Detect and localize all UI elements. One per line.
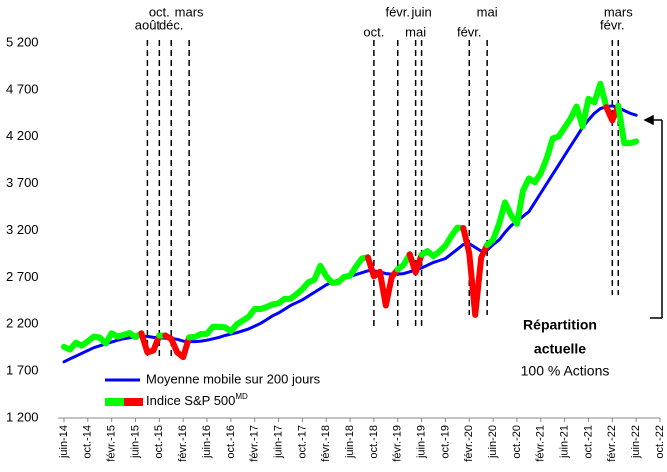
y-tick-label: 4 200 — [6, 128, 39, 143]
x-tick-label: juin-19 — [415, 425, 427, 459]
series-line — [422, 228, 464, 257]
y-tick-label: 3 700 — [6, 175, 39, 190]
legend-label-text: Indice S&P 500 — [146, 393, 235, 408]
legend-label: Indice S&P 500MD — [146, 392, 248, 408]
legend-label-superscript: MD — [235, 392, 248, 401]
x-tick-label: oct.-22 — [654, 425, 666, 459]
x-tick-label: févr.-20 — [463, 425, 475, 462]
event-label: oct. — [363, 24, 384, 39]
annotation-title: actuelle — [534, 341, 586, 357]
series-line — [487, 84, 606, 245]
bracket-arrow — [645, 116, 653, 124]
x-tick-label: juin-16 — [201, 425, 213, 459]
x-tick-label: oct.-16 — [225, 425, 237, 459]
x-tick-label: juin-18 — [344, 425, 356, 459]
event-label: févr. — [385, 4, 410, 19]
event-label: mai — [477, 4, 498, 19]
x-tick-label: oct.-21 — [582, 425, 594, 459]
x-tick-label: oct.-17 — [296, 425, 308, 459]
x-tick-label: oct.-20 — [511, 425, 523, 459]
x-tick-label: juin-21 — [559, 425, 571, 459]
x-tick-label: févr.-21 — [535, 425, 547, 462]
x-tick-label: oct.-18 — [368, 425, 380, 459]
x-tick-label: févr.-17 — [249, 425, 261, 462]
y-tick-label: 5 200 — [6, 34, 39, 49]
x-tick-label: juin-22 — [630, 425, 642, 459]
event-label: févr. — [600, 17, 625, 32]
x-tick-label: juin-14 — [58, 425, 70, 459]
series-line — [64, 333, 141, 350]
x-tick-label: févr.-18 — [320, 425, 332, 462]
event-label: mars — [604, 4, 633, 19]
allocation-bracket — [645, 116, 662, 318]
annotation-text: 100 % Actions — [521, 363, 610, 379]
y-tick-label: 2 700 — [6, 269, 39, 284]
x-tick-label: oct.-19 — [439, 425, 451, 459]
x-tick-label: oct.-15 — [153, 425, 165, 459]
event-label: mai — [405, 24, 426, 39]
y-tick-label: 2 200 — [6, 316, 39, 331]
series-line — [463, 228, 487, 315]
x-tick-label: févr.-16 — [177, 425, 189, 462]
x-tick-label: févr.-19 — [392, 425, 404, 462]
event-label: mars — [175, 4, 204, 19]
x-tick-label: juin-20 — [487, 425, 499, 459]
x-tick-label: juin-15 — [129, 425, 141, 459]
x-tick-label: févr.-22 — [606, 425, 618, 462]
y-tick-label: 4 700 — [6, 81, 39, 96]
event-label: juin — [410, 4, 431, 19]
annotation-title: Répartition — [523, 317, 597, 333]
series-line — [368, 257, 398, 305]
legend-label: Moyenne mobile sur 200 jours — [146, 371, 321, 386]
series-line — [189, 257, 368, 337]
y-tick-label: 1 700 — [6, 363, 39, 378]
event-label: août — [135, 17, 161, 32]
event-label: févr. — [457, 24, 482, 39]
x-tick-label: oct.-14 — [82, 425, 94, 459]
x-tick-label: févr.-15 — [106, 425, 118, 462]
y-tick-label: 3 200 — [6, 222, 39, 237]
event-label: déc. — [159, 17, 184, 32]
x-tick-label: juin-17 — [272, 425, 284, 459]
y-tick-label: 1 200 — [6, 409, 39, 424]
